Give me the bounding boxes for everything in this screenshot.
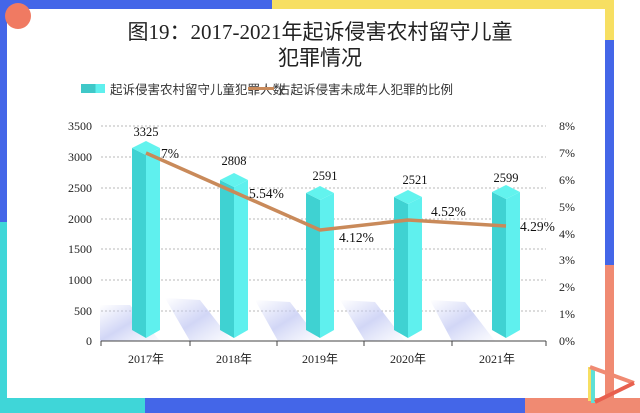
bar-2020	[394, 190, 422, 338]
bar-value-2017: 3325	[134, 125, 159, 139]
legend-line-label: 占起诉侵害未成年人犯罪的比例	[278, 81, 454, 97]
svg-text:2017年: 2017年	[128, 352, 164, 366]
line-value-2017: 7%	[161, 146, 179, 161]
frame-top-yellow	[272, 0, 640, 9]
legend: 起诉侵害农村留守儿童犯罪人数 占起诉侵害未成年人犯罪的比例	[0, 78, 640, 98]
svg-text:500: 500	[74, 304, 92, 318]
frame-left-blue	[0, 0, 7, 222]
line-value-2018: 5.54%	[249, 186, 284, 201]
svg-text:5%: 5%	[559, 200, 575, 214]
chart-title-line1: 图19：2017-2021年起诉侵害农村留守儿童	[127, 20, 513, 44]
chart-title-line2: 犯罪情况	[278, 46, 362, 70]
svg-text:3%: 3%	[559, 253, 575, 267]
svg-text:7%: 7%	[559, 146, 575, 160]
frame-left-cyan	[0, 222, 7, 413]
bar-2019	[306, 186, 334, 338]
x-axis	[100, 340, 547, 346]
svg-text:4%: 4%	[559, 227, 575, 241]
frame-top-blue	[0, 0, 272, 9]
bar-2018	[220, 173, 248, 338]
svg-text:2020年: 2020年	[390, 352, 426, 366]
frame-right-blue	[605, 40, 614, 265]
bar-2017	[132, 141, 160, 338]
left-axis: 0 500 1000 1500 2000 2500 3000 3500	[68, 119, 92, 348]
legend-bar-label: 起诉侵害农村留守儿童犯罪人数	[110, 81, 286, 97]
svg-text:1500: 1500	[68, 242, 92, 256]
bar-2021	[492, 185, 520, 338]
svg-text:0%: 0%	[559, 334, 575, 348]
svg-text:2018年: 2018年	[216, 352, 252, 366]
svg-text:2500: 2500	[68, 181, 92, 195]
frame-right-yellow	[605, 0, 614, 40]
legend-item-line: 占起诉侵害未成年人犯罪的比例	[248, 78, 453, 98]
frame-bottom-coral	[525, 398, 640, 413]
svg-text:2000: 2000	[68, 212, 92, 226]
frame-right-coral	[605, 265, 614, 413]
bar-shadows	[100, 298, 495, 341]
svg-text:3000: 3000	[68, 150, 92, 164]
bar-value-2019: 2591	[313, 169, 338, 183]
svg-text:0: 0	[86, 334, 92, 348]
line-swatch-icon	[248, 86, 274, 90]
svg-text:1%: 1%	[559, 307, 575, 321]
bar-value-2021: 2599	[494, 171, 519, 185]
right-axis: 0% 1% 2% 3% 4% 5% 6% 7% 8%	[559, 119, 575, 348]
frame-bottom-blue	[145, 398, 525, 413]
bar-value-2020: 2521	[403, 173, 428, 187]
line-value-2021: 4.29%	[520, 219, 555, 234]
svg-text:2019年: 2019年	[302, 352, 338, 366]
brand-logo-icon	[588, 365, 635, 404]
bar-value-2018: 2808	[222, 154, 247, 168]
svg-text:2021年: 2021年	[479, 352, 515, 366]
x-axis-labels: 2017年 2018年 2019年 2020年 2021年	[128, 352, 515, 366]
frame-right-outer	[614, 0, 640, 413]
svg-text:2%: 2%	[559, 280, 575, 294]
svg-text:1000: 1000	[68, 273, 92, 287]
frame-bottom-cyan	[0, 398, 145, 413]
line-value-2019: 4.12%	[339, 230, 374, 245]
svg-text:3500: 3500	[68, 119, 92, 133]
svg-text:8%: 8%	[559, 119, 575, 133]
ratio-line	[145, 151, 507, 232]
frame-right-outer-coral	[614, 398, 640, 413]
svg-text:6%: 6%	[559, 173, 575, 187]
legend-item-bar: 起诉侵害农村留守儿童犯罪人数	[81, 78, 285, 98]
corner-dot-decoration	[5, 3, 31, 29]
line-value-2020: 4.52%	[431, 204, 466, 219]
bar-swatch-icon	[81, 83, 105, 93]
